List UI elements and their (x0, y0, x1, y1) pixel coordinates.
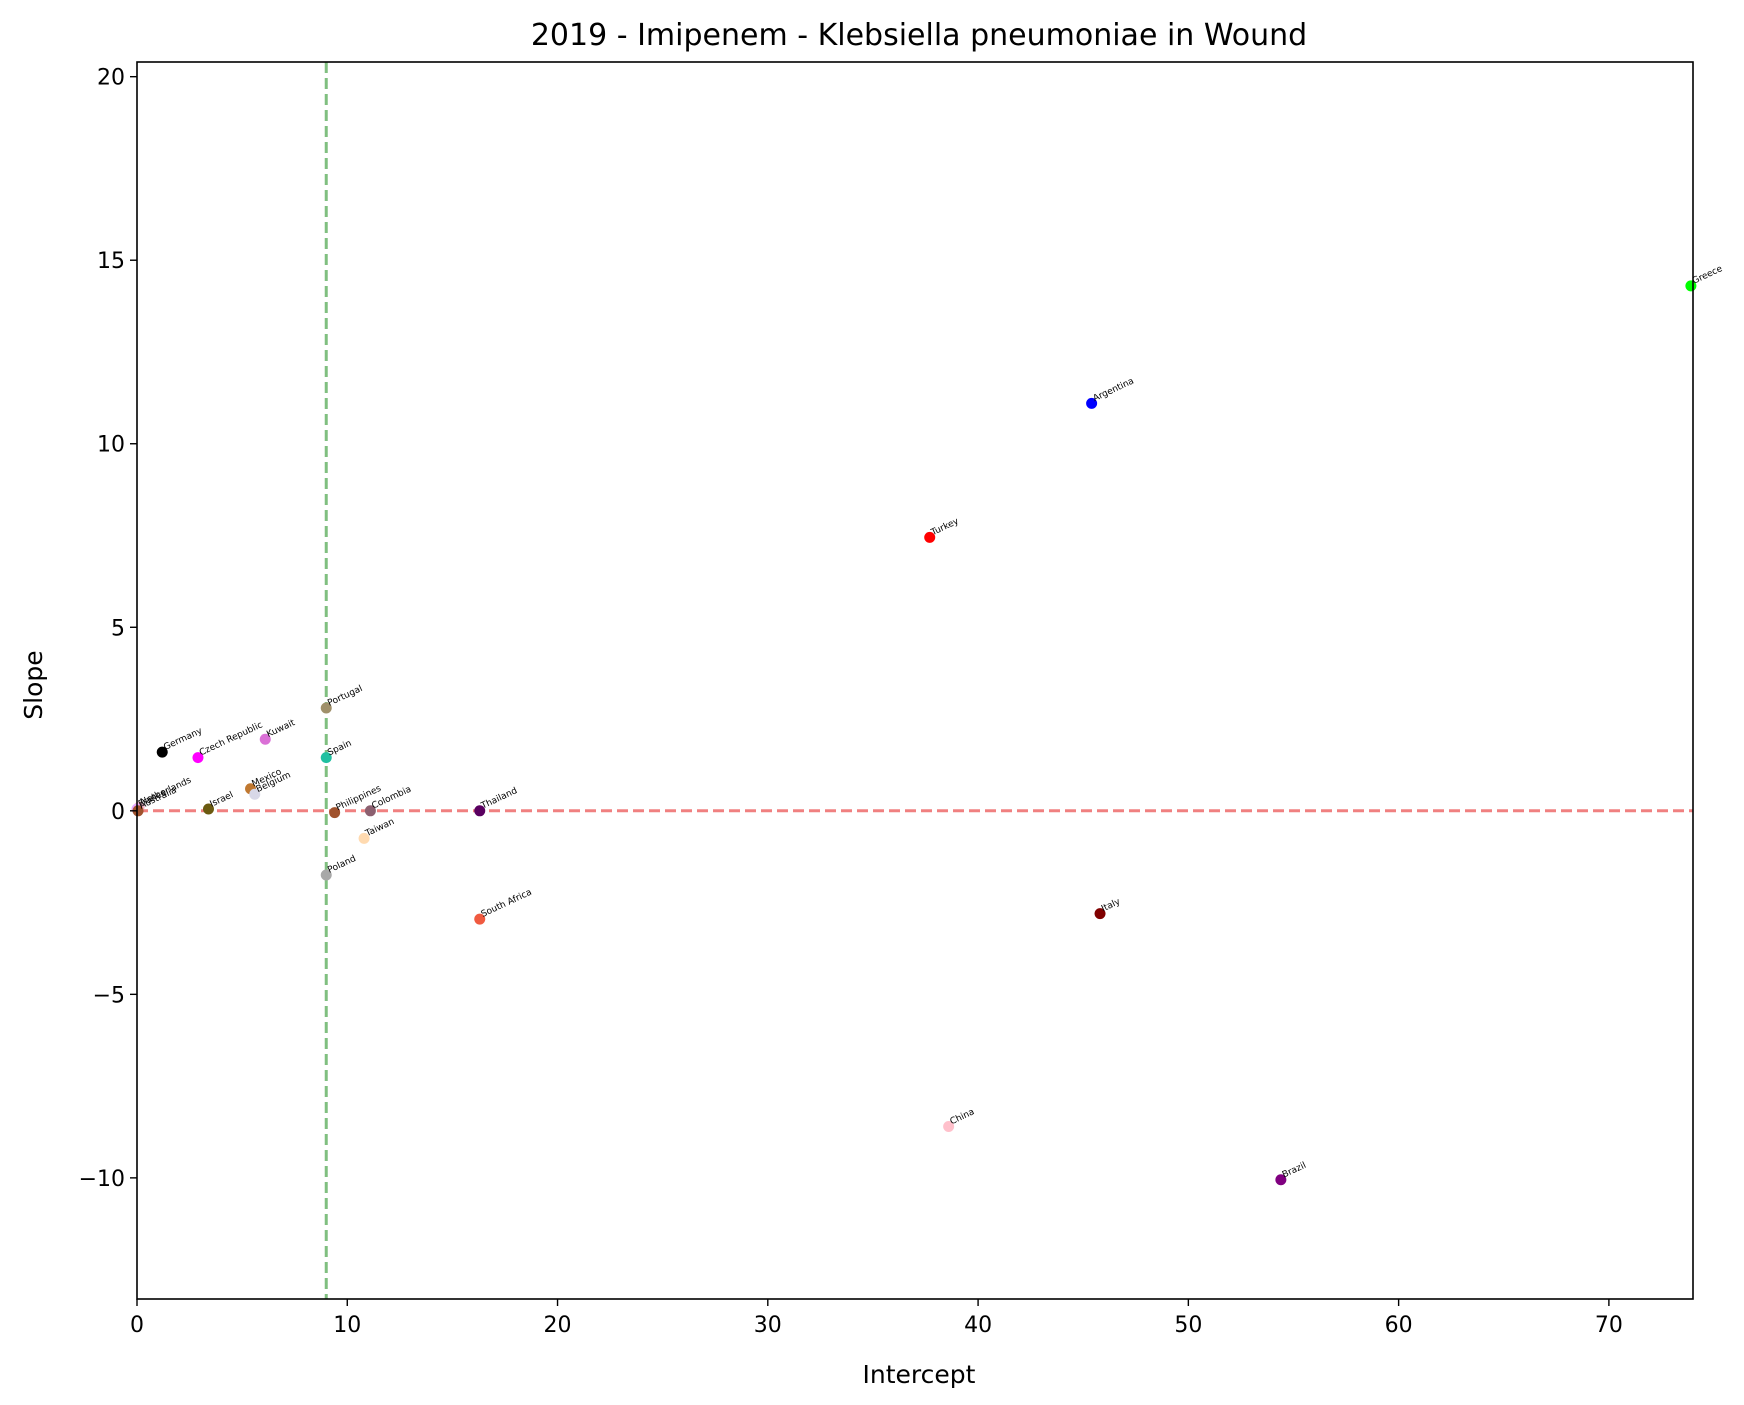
data-point (156, 746, 168, 758)
x-tick-label: 20 (544, 1313, 572, 1338)
data-point (358, 832, 370, 844)
data-point (320, 702, 332, 714)
y-tick-label: 10 (97, 433, 125, 458)
data-point (259, 733, 271, 745)
data-point (1094, 908, 1106, 920)
y-tick-label: −5 (93, 983, 125, 1008)
x-tick-label: 0 (130, 1313, 144, 1338)
plot-frame (136, 61, 1694, 1300)
data-point (1086, 397, 1098, 409)
x-axis-label: Intercept (863, 1360, 976, 1389)
data-point (192, 752, 204, 764)
x-tick-label: 40 (964, 1313, 992, 1338)
y-tick-label: −10 (79, 1167, 125, 1192)
x-tick-label: 10 (333, 1313, 361, 1338)
chart-title: 2019 - Imipenem - Klebsiella pneumoniae … (531, 18, 1307, 53)
data-point (329, 807, 341, 819)
data-point (943, 1120, 955, 1132)
data-point (320, 869, 332, 881)
x-tick-label: 30 (754, 1313, 782, 1338)
y-axis-label: Slope (19, 650, 48, 719)
y-tick-label: 15 (97, 249, 125, 274)
x-tick-label: 50 (1174, 1313, 1202, 1338)
data-point (474, 805, 486, 817)
y-tick-label: 20 (97, 66, 125, 91)
data-point (320, 752, 332, 764)
data-point (249, 788, 261, 800)
plot-area (137, 62, 1693, 1299)
y-tick-label: 0 (111, 800, 125, 825)
data-point (132, 805, 144, 817)
x-tick-label: 70 (1595, 1313, 1623, 1338)
y-tick-label: 5 (111, 616, 125, 641)
data-point (202, 803, 214, 815)
axes: 0 10 20 30 40 50 60 70 −10 −5 0 5 10 15 20 (79, 61, 1694, 1338)
data-point (474, 913, 486, 925)
data-point (924, 531, 936, 543)
data-point (1275, 1174, 1287, 1186)
data-point (364, 805, 376, 817)
x-tick-label: 60 (1385, 1313, 1413, 1338)
